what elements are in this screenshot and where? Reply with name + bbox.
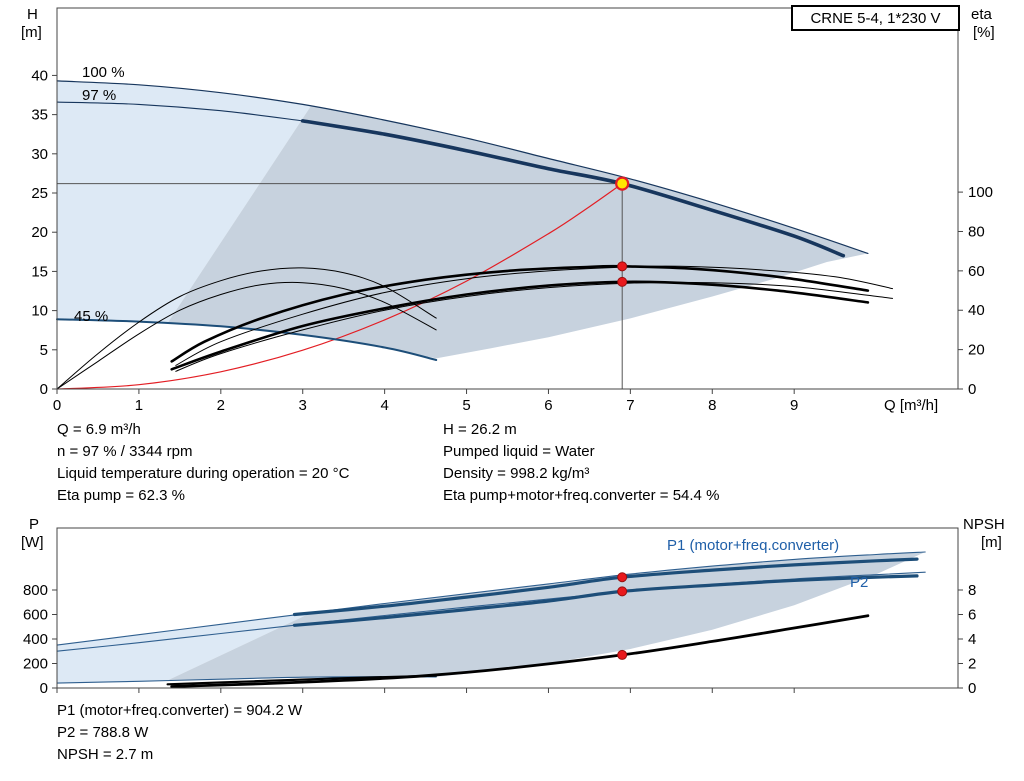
curve-eta-pump-45pct	[56, 267, 437, 390]
right-tick-label: 0	[968, 381, 976, 398]
x-tick-label: 7	[626, 397, 634, 414]
curve-H-100pct	[56, 80, 869, 254]
info-line-p2: P2 = 788.8 W	[57, 724, 149, 741]
right-tick-label: 100	[968, 184, 993, 201]
right-tick-label: 6	[968, 606, 976, 623]
right-tick-label: 4	[968, 631, 976, 648]
duty-info-left: Q = 6.9 m³/h n = 97 % / 3344 rpm Liquid …	[57, 419, 349, 507]
curve-system-curve	[56, 183, 623, 390]
speed-45-label: 45 %	[74, 308, 109, 325]
left-tick-label: 0	[40, 680, 48, 697]
p1-point	[617, 572, 628, 583]
x-tick-label: 9	[790, 397, 798, 414]
curve-P1-100pct	[56, 551, 926, 646]
duty-info-right: H = 26.2 m Pumped liquid = Water Density…	[443, 419, 719, 507]
left-tick-label: 5	[40, 342, 48, 359]
left-tick-label: 15	[31, 263, 48, 280]
x-tick-label: 4	[380, 397, 388, 414]
right-tick-label: 60	[968, 263, 985, 280]
right-tick-label: 0	[968, 680, 976, 697]
info-line-q: Q = 6.9 m³/h	[57, 421, 141, 438]
eta-axis-unit: [%]	[973, 24, 995, 41]
curve-eta-total-100pct	[175, 281, 893, 372]
info-line-h: H = 26.2 m	[443, 421, 517, 438]
eta-axis-title: eta	[971, 6, 992, 23]
right-tick-label: 80	[968, 223, 985, 240]
left-tick-label: 200	[23, 655, 48, 672]
info-line-p1: P1 (motor+freq.converter) = 904.2 W	[57, 702, 303, 719]
h-axis-unit: [m]	[21, 24, 42, 41]
right-tick-label: 2	[968, 655, 976, 672]
info-line-eta: Eta pump = 62.3 %	[57, 487, 185, 504]
speed-100-label: 100 %	[82, 64, 125, 81]
x-tick-label: 2	[217, 397, 225, 414]
pump-model-box: CRNE 5-4, 1*230 V	[791, 5, 960, 31]
curve-H-97pct-selected	[300, 119, 846, 258]
curve-eta-pump-100pct	[175, 265, 893, 366]
left-tick-label: 40	[31, 67, 48, 84]
plot-frame	[56, 7, 959, 390]
left-tick-label: 400	[23, 631, 48, 648]
left-tick-label: 25	[31, 185, 48, 202]
p2-curve-label: P2	[850, 574, 869, 591]
q-axis-title: Q [m³/h]	[884, 397, 939, 414]
h-axis-title: H	[27, 6, 38, 23]
eta-pump-point	[617, 261, 628, 272]
info-line-temp: Liquid temperature during operation = 20…	[57, 465, 350, 482]
left-tick-label: 0	[40, 381, 48, 398]
duty-point[interactable]	[615, 176, 630, 191]
left-tick-label: 10	[31, 303, 48, 320]
power-info: P1 (motor+freq.converter) = 904.2 W P2 =…	[57, 700, 302, 766]
npsh-axis-unit: [m]	[981, 534, 1002, 551]
info-line-density: Density = 998.2 kg/m³	[443, 465, 590, 482]
left-tick-label: 30	[31, 146, 48, 163]
speed-97-label: 97 %	[82, 87, 117, 104]
info-line-npsh: NPSH = 2.7 m	[57, 746, 154, 763]
info-line-liquid: Pumped liquid = Water	[443, 443, 595, 460]
x-tick-label: 8	[708, 397, 716, 414]
info-line-n: n = 97 % / 3344 rpm	[57, 443, 193, 460]
x-tick-label: 1	[135, 397, 143, 414]
curve-eta-total-45pct	[56, 281, 437, 390]
p-axis-title: P	[29, 516, 40, 533]
left-tick-label: 800	[23, 582, 48, 599]
curve-NPSH-100pct	[170, 614, 870, 688]
left-tick-label: 20	[31, 224, 48, 241]
right-tick-label: 8	[968, 582, 976, 599]
x-tick-label: 0	[53, 397, 61, 414]
x-tick-label: 5	[462, 397, 470, 414]
npsh-point	[617, 649, 628, 660]
curve-H-97pct-lead	[56, 101, 304, 122]
plot-frame	[56, 527, 959, 689]
curve-eta-pump-97pct	[170, 264, 870, 363]
left-tick-label: 600	[23, 606, 48, 623]
p-axis-unit: [W]	[21, 534, 44, 551]
right-tick-label: 40	[968, 302, 985, 319]
left-tick-label: 35	[31, 107, 48, 124]
x-tick-label: 3	[299, 397, 307, 414]
x-tick-label: 6	[544, 397, 552, 414]
eta-total-point	[617, 276, 628, 287]
p1-curve-label: P1 (motor+freq.converter)	[667, 537, 840, 554]
info-line-eta-total: Eta pump+motor+freq.converter = 54.4 %	[443, 487, 720, 504]
right-tick-label: 20	[968, 342, 985, 359]
region-envelope-light	[57, 80, 311, 324]
curve-eta-total-97pct	[170, 280, 870, 371]
npsh-axis-title: NPSH	[963, 516, 1005, 533]
curve-NPSH-45pct	[166, 674, 438, 686]
p2-point	[617, 586, 628, 597]
